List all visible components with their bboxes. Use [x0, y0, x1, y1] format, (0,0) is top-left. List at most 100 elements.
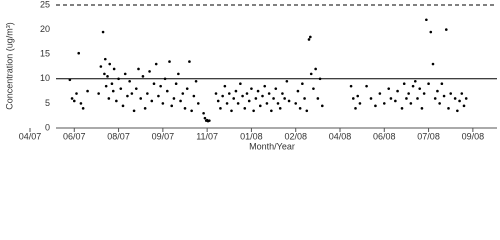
point — [214, 92, 218, 95]
point — [185, 87, 189, 90]
point — [420, 107, 424, 110]
point — [75, 92, 78, 95]
point — [258, 104, 262, 108]
point — [256, 89, 260, 93]
point — [400, 107, 404, 110]
point — [440, 82, 444, 86]
point — [281, 92, 284, 95]
point — [436, 89, 439, 93]
point — [418, 87, 422, 90]
point — [427, 82, 430, 86]
point — [234, 89, 238, 93]
point — [307, 38, 311, 41]
point — [139, 97, 143, 100]
point — [103, 72, 106, 76]
point — [79, 102, 83, 105]
point — [161, 102, 165, 105]
point — [227, 92, 231, 95]
point — [190, 109, 193, 113]
point — [179, 99, 182, 103]
point — [108, 62, 112, 66]
point — [103, 57, 107, 61]
point — [312, 87, 315, 90]
point — [402, 82, 406, 86]
point — [409, 102, 413, 105]
point — [303, 97, 306, 100]
point — [107, 97, 111, 100]
point — [276, 102, 280, 105]
point — [356, 94, 360, 98]
point — [194, 79, 198, 83]
point — [236, 102, 240, 105]
point — [232, 97, 236, 100]
point — [86, 89, 89, 93]
point — [181, 92, 185, 95]
x-tick-label: 01/08 — [240, 131, 263, 141]
x-tick-label: 04/07 — [19, 131, 42, 141]
point — [305, 109, 309, 113]
point — [285, 79, 289, 83]
point — [101, 30, 105, 34]
point — [387, 87, 391, 90]
point — [119, 87, 123, 90]
point — [462, 104, 466, 108]
point — [81, 107, 85, 110]
point — [177, 72, 180, 76]
point — [365, 84, 368, 88]
point — [287, 99, 291, 103]
point — [202, 111, 205, 115]
point — [296, 89, 300, 93]
point — [230, 109, 233, 113]
point — [270, 109, 273, 113]
point — [447, 107, 450, 110]
x-tick-label: 06/07 — [63, 131, 86, 141]
point — [72, 99, 76, 103]
point — [456, 109, 459, 113]
point — [115, 99, 118, 103]
point — [99, 65, 103, 68]
x-tick-label: 09/08 — [462, 131, 485, 141]
point — [126, 94, 129, 98]
point — [389, 97, 393, 100]
point — [170, 104, 174, 108]
point — [431, 62, 435, 66]
point — [378, 92, 382, 95]
point — [121, 104, 125, 108]
point — [309, 35, 312, 39]
point — [429, 30, 433, 34]
point — [267, 92, 271, 95]
point — [111, 89, 115, 93]
point — [416, 97, 419, 100]
point — [396, 89, 399, 93]
point — [254, 97, 258, 100]
point — [68, 78, 72, 82]
point — [106, 75, 109, 78]
point — [216, 99, 220, 103]
point — [137, 67, 140, 71]
point — [192, 94, 196, 98]
point — [245, 92, 249, 95]
point — [442, 94, 446, 98]
point — [183, 107, 187, 110]
point — [405, 97, 408, 100]
point — [265, 102, 269, 105]
point — [219, 107, 222, 110]
point — [252, 109, 255, 113]
page: Concentration (ug/m³) Month/Year 0 5 10 15 2… — [4, 0, 497, 152]
point — [438, 102, 441, 105]
point — [165, 89, 169, 93]
y-axis-label: Concentration (ug/m³) — [4, 22, 14, 110]
point — [123, 72, 127, 76]
point — [354, 107, 357, 110]
point — [225, 102, 229, 105]
point — [150, 99, 154, 103]
point — [196, 102, 200, 105]
point — [351, 97, 355, 100]
point — [172, 97, 176, 100]
point — [104, 84, 108, 88]
point — [274, 87, 278, 90]
point — [146, 92, 149, 95]
point — [394, 99, 397, 103]
y-tick-label: 20 — [40, 24, 50, 34]
x-tick-label: 07/08 — [417, 131, 440, 141]
